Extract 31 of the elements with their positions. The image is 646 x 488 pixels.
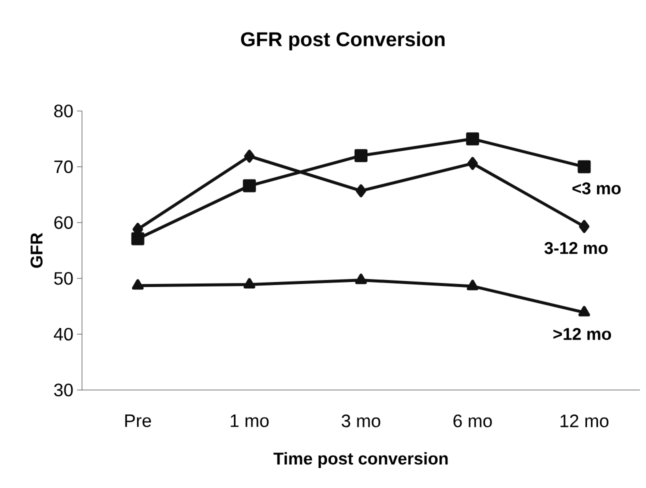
y-tick-label: 30 — [54, 384, 73, 396]
x-tick-label: Pre — [125, 414, 151, 428]
point — [578, 220, 590, 234]
point — [131, 232, 144, 246]
y-tick-label: 70 — [54, 160, 73, 174]
point — [244, 150, 255, 163]
series-label: 3-12 mo — [544, 242, 608, 254]
x-tick-label: 6 mo — [454, 414, 492, 428]
y-axis-title: GFR — [30, 232, 43, 268]
point — [355, 274, 367, 284]
series-label: >12 mo — [553, 328, 612, 340]
y-tick-label: 60 — [54, 216, 73, 229]
point — [356, 184, 366, 198]
point — [242, 179, 256, 192]
point — [466, 132, 480, 146]
x-tick-label: 12 mo — [560, 414, 608, 428]
point — [132, 279, 144, 290]
y-tick-label: 40 — [54, 328, 73, 341]
point — [354, 149, 368, 162]
y-tick-label: 50 — [54, 272, 73, 285]
chart-title: GFR post Conversion — [241, 32, 445, 50]
point — [578, 160, 591, 174]
x-axis-title: Time post conversion — [273, 452, 448, 468]
point — [578, 306, 590, 316]
point — [467, 156, 478, 170]
series-label: <3 mo — [572, 182, 621, 194]
point — [244, 278, 256, 289]
x-tick-label: 3 mo — [342, 414, 380, 428]
y-tick-label: 80 — [54, 104, 73, 118]
point — [466, 280, 478, 290]
x-tick-label: 1 mo — [230, 414, 269, 428]
